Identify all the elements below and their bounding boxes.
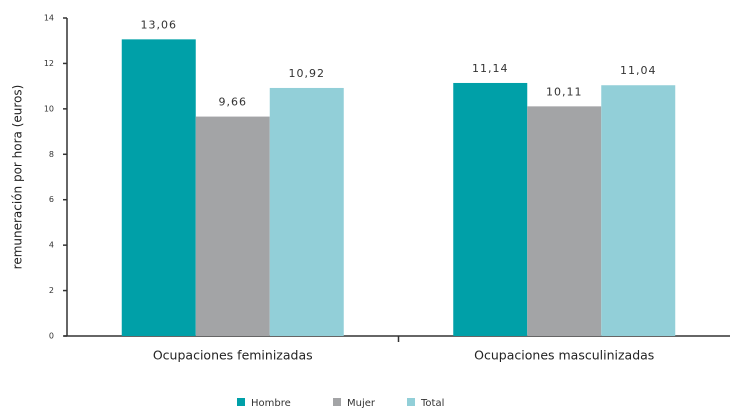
legend-label: Hombre	[251, 398, 291, 409]
y-tick-label: 4	[49, 241, 54, 250]
bar	[601, 85, 676, 336]
bar	[269, 87, 344, 337]
value-label: 10,92	[289, 67, 326, 80]
y-tick-label: 6	[49, 195, 54, 204]
y-tick-label: 14	[44, 14, 54, 23]
bar	[527, 106, 602, 336]
x-tick-label: Ocupaciones masculinizadas	[474, 348, 654, 363]
value-label: 11,04	[620, 64, 657, 77]
legend-swatch	[333, 398, 341, 406]
bar	[195, 116, 270, 336]
x-tick-label: Ocupaciones feminizadas	[153, 348, 313, 363]
y-tick-label: 10	[44, 104, 54, 113]
value-label: 13,06	[141, 18, 178, 31]
bar	[453, 82, 528, 336]
y-tick-label: 2	[49, 286, 54, 295]
y-tick-label: 12	[44, 59, 54, 68]
value-label: 11,14	[472, 62, 509, 75]
y-axis-label: remuneración por hora (euros)	[11, 85, 25, 270]
bar	[121, 39, 196, 336]
legend-label: Mujer	[347, 398, 376, 409]
y-tick-label: 8	[49, 150, 54, 159]
legend-label: Total	[420, 398, 444, 409]
legend-swatch	[407, 398, 415, 406]
y-tick-label: 0	[49, 332, 54, 341]
value-label: 10,11	[546, 85, 583, 98]
legend-swatch	[237, 398, 245, 406]
value-label: 9,66	[219, 96, 248, 109]
